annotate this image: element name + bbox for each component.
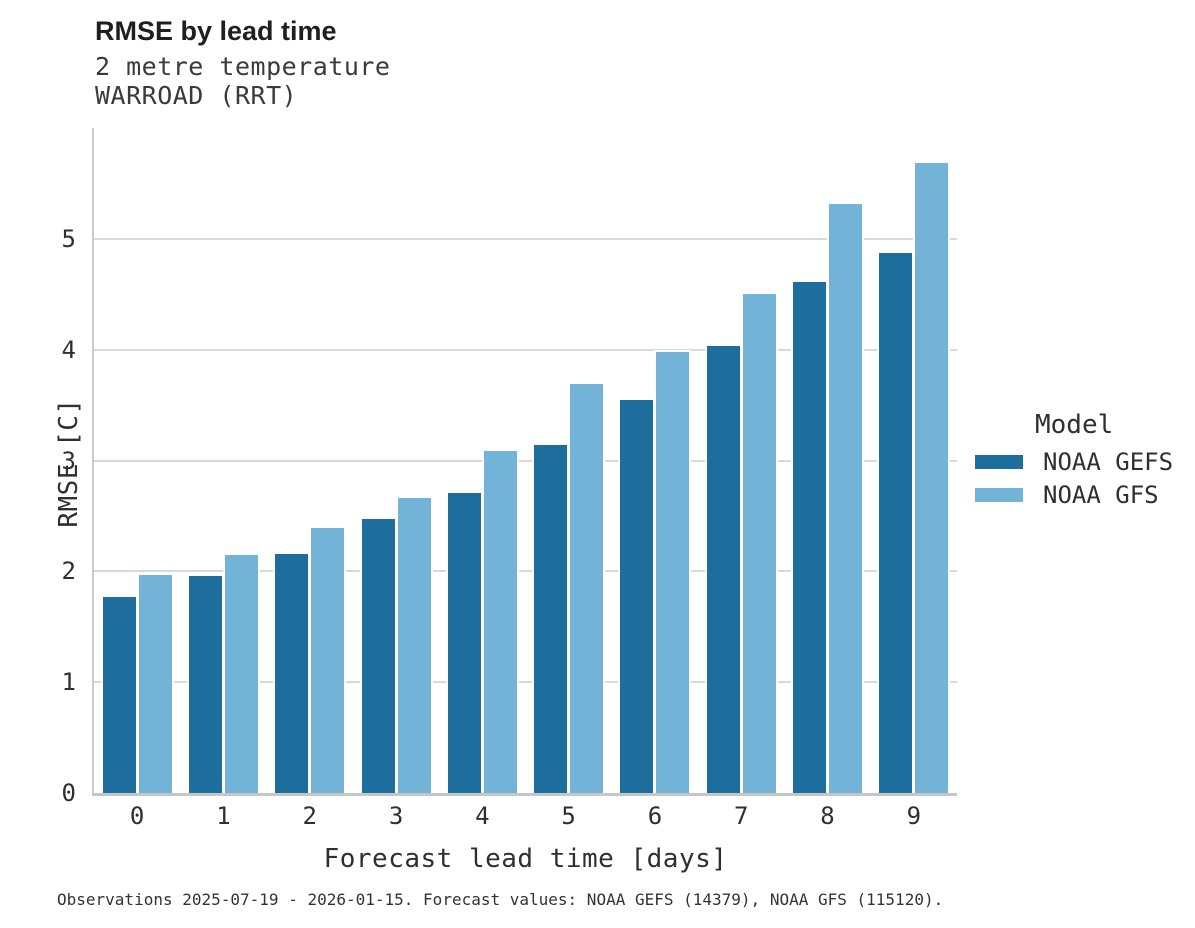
x-tick-label-7: 7 [734, 802, 749, 830]
bar-group-2 [267, 128, 353, 796]
x-tick-label-8: 8 [820, 802, 835, 830]
legend-swatch-gefs-icon [975, 454, 1023, 469]
chart-subtitle-station: WARROAD (RRT) [95, 81, 298, 110]
bar-group-6 [612, 128, 698, 796]
legend: Model NOAA GEFS NOAA GFS [975, 410, 1190, 516]
x-tick-labels: 0 1 2 3 4 5 6 7 8 9 [94, 802, 957, 830]
y-axis-spine [92, 128, 94, 793]
gridline-y-1 [94, 681, 957, 684]
bar-noaa-gefs-lead-6 [618, 397, 656, 796]
x-tick-label-0: 0 [129, 802, 145, 830]
bar-noaa-gfs-lead-9 [913, 161, 951, 795]
gridline-y-4 [94, 348, 957, 351]
bar-noaa-gefs-lead-4 [445, 490, 483, 796]
gridline-y-3 [94, 459, 957, 462]
bar-noaa-gfs-lead-6 [654, 349, 692, 796]
bar-noaa-gfs-lead-5 [568, 382, 606, 795]
bar-noaa-gfs-lead-1 [222, 552, 260, 796]
bar-noaa-gefs-lead-1 [186, 573, 224, 796]
bar-group-1 [180, 128, 266, 796]
bar-group-3 [353, 128, 439, 795]
bar-group-7 [698, 128, 784, 795]
x-tick-label-3: 3 [388, 802, 404, 830]
x-tick-label-9: 9 [906, 802, 922, 830]
y-tick-label-5: 5 [61, 224, 76, 253]
legend-label-gefs: NOAA GEFS [1043, 447, 1174, 476]
gridline-y-5 [94, 237, 957, 240]
bar-groups [94, 128, 957, 796]
x-tick-label-5: 5 [561, 802, 576, 830]
legend-item-gfs: NOAA GFS [975, 480, 1190, 509]
x-axis-line [92, 793, 957, 796]
legend-title: Model [1035, 410, 1114, 440]
footer-note: Observations 2025-07-19 - 2026-01-15. Fo… [57, 890, 944, 909]
legend-label-gfs: NOAA GFS [1043, 480, 1159, 509]
bar-group-9 [871, 128, 957, 795]
x-axis-title: Forecast lead time [days] [323, 844, 728, 874]
bar-noaa-gfs-lead-3 [395, 496, 433, 795]
legend-item-gefs: NOAA GEFS [975, 447, 1190, 476]
bar-noaa-gefs-lead-9 [877, 251, 915, 795]
y-tick-label-3: 3 [61, 446, 76, 475]
chart-subtitle-variable: 2 metre temperature [95, 52, 391, 81]
bar-noaa-gefs-lead-3 [359, 517, 397, 795]
plot-area [92, 128, 957, 796]
gridline-y-2 [94, 570, 957, 573]
bar-group-0 [94, 128, 180, 796]
y-tick-label-2: 2 [61, 557, 76, 586]
bar-noaa-gefs-lead-8 [791, 280, 829, 795]
bar-group-5 [525, 128, 611, 796]
bar-group-8 [784, 128, 870, 795]
bar-noaa-gfs-lead-0 [136, 572, 174, 796]
y-tick-label-0: 0 [61, 779, 76, 807]
bar-noaa-gfs-lead-7 [740, 292, 778, 795]
x-tick-label-6: 6 [647, 802, 663, 830]
y-tick-label-4: 4 [61, 335, 76, 364]
bar-noaa-gefs-lead-2 [273, 551, 311, 796]
y-tick-label-1: 1 [61, 668, 76, 697]
x-tick-label-1: 1 [216, 802, 231, 830]
bar-noaa-gefs-lead-5 [532, 442, 570, 796]
bar-group-4 [439, 128, 525, 796]
bar-noaa-gfs-lead-4 [481, 448, 519, 796]
bar-noaa-gfs-lead-2 [309, 526, 347, 795]
bar-noaa-gefs-lead-7 [704, 344, 742, 795]
bar-noaa-gfs-lead-8 [827, 202, 865, 795]
x-tick-label-2: 2 [302, 802, 317, 830]
legend-swatch-gfs-icon [975, 487, 1023, 502]
bar-noaa-gefs-lead-0 [100, 594, 138, 796]
x-tick-label-4: 4 [475, 802, 490, 830]
chart-title: RMSE by lead time [95, 16, 337, 46]
